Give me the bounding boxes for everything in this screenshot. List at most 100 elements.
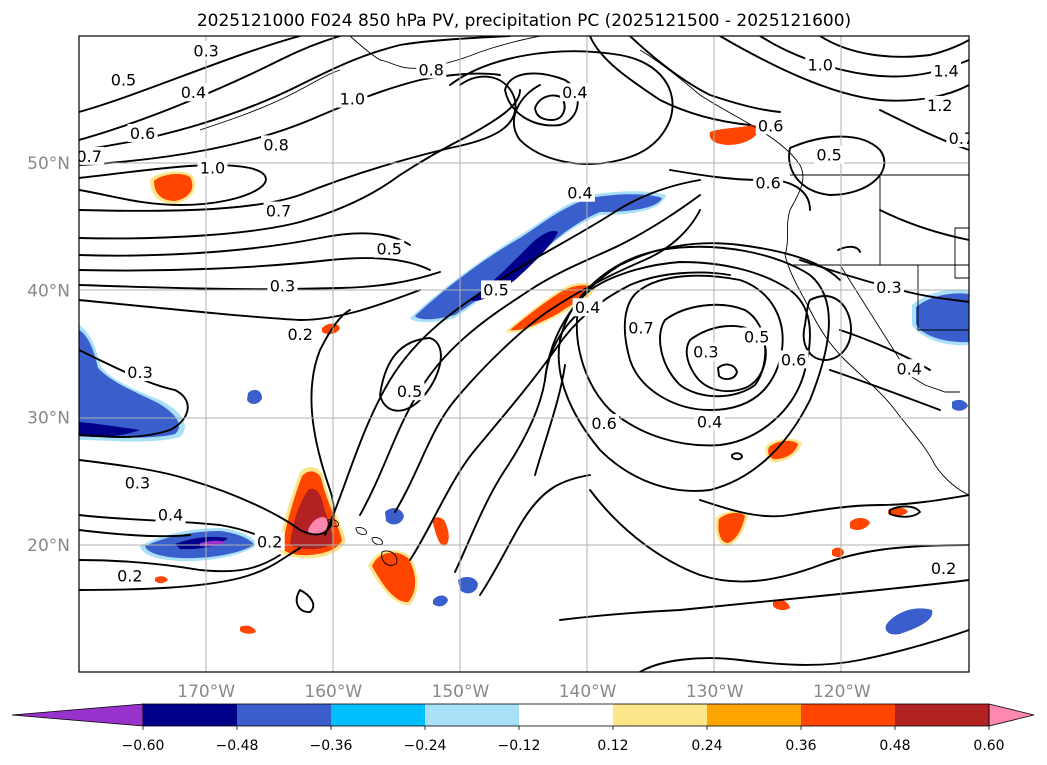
- contour-label: 0.4: [155, 505, 186, 525]
- lon-tick-label: 130°W: [686, 682, 744, 702]
- colorbar-bin: [895, 704, 990, 726]
- contour-label: 0.8: [261, 135, 292, 154]
- precip-pos-small-4: [850, 517, 870, 531]
- contour-label-text: 0.4: [158, 506, 183, 525]
- contour-label-text: 1.0: [808, 55, 833, 74]
- contour-label: 0.5: [394, 382, 425, 401]
- colorbar-frame: [142, 703, 990, 727]
- precip-neg-small-3: [247, 389, 262, 404]
- precip-pos-s-hawaii: [372, 552, 416, 603]
- contour-label: 0.6: [753, 173, 784, 193]
- colorbar-extend-low: [11, 703, 144, 727]
- contour-label-text: 0.7: [628, 319, 653, 338]
- contour-label-bg: [481, 280, 512, 299]
- contour-label-text: 1.2: [927, 96, 952, 115]
- contour-label-text: 0.5: [483, 280, 508, 299]
- contour-line: [479, 474, 591, 596]
- contour-line: [589, 36, 751, 126]
- contour-label-bg: [267, 276, 298, 295]
- contour-label-bg: [814, 145, 845, 164]
- contour-label: 0.4: [559, 83, 590, 102]
- colorbar-bin: [613, 704, 708, 726]
- contour-line: [379, 337, 442, 412]
- contour-label-bg: [197, 158, 228, 177]
- contour-line: [534, 94, 566, 121]
- contour-label-bg: [572, 298, 603, 317]
- contour-label-text: 0.8: [418, 60, 443, 79]
- precip-neg-small-6: [952, 399, 968, 411]
- contour-label-text: 0.5: [816, 146, 841, 165]
- contour-label-bg: [79, 146, 105, 165]
- contour-line: [639, 629, 969, 672]
- colorbar-tick-label: −0.12: [498, 738, 541, 754]
- contour-label: 0.5: [374, 239, 405, 259]
- map-frame: [78, 35, 970, 673]
- precip-pos-small-1: [432, 517, 449, 546]
- contour-line: [79, 289, 421, 321]
- contour-line: [802, 295, 852, 361]
- lat-tick-label: 40°N: [27, 281, 70, 301]
- colorbar-tick-label: −0.24: [404, 738, 447, 754]
- contour-label: 0.6: [755, 116, 786, 135]
- contour-line: [719, 36, 969, 102]
- contour-label-bg: [755, 116, 786, 135]
- contour-label: 1.0: [337, 89, 368, 109]
- colorbar-bin: [707, 704, 802, 726]
- contour-label: 1.0: [197, 158, 228, 177]
- contour-label-bg: [625, 318, 656, 337]
- contour-label: 0.2: [114, 566, 145, 586]
- contour-line: [889, 505, 921, 518]
- contour-label-text: 0.3: [876, 278, 901, 297]
- contour-label-bg: [741, 327, 772, 346]
- contour-label-text: 0.5: [744, 327, 769, 346]
- contour-label: 0.7: [79, 146, 105, 166]
- contour-line: [879, 209, 969, 241]
- precip-pos-50n: [154, 174, 193, 201]
- contour-label-bg: [374, 239, 405, 258]
- contour-label-text: 0.6: [758, 116, 783, 135]
- contour-line: [79, 36, 301, 113]
- contour-label-bg: [564, 183, 595, 202]
- contour-label-text: 0.4: [697, 413, 722, 432]
- precip-pos-ne: [709, 124, 761, 145]
- contour-line: [819, 36, 969, 58]
- gridlines: [79, 36, 969, 672]
- lon-tick-label: 160°W: [304, 682, 362, 702]
- contour-label: 0.4: [894, 359, 925, 378]
- contour-label: 0.4: [564, 183, 595, 203]
- contour-label: 0.4: [694, 412, 725, 432]
- coastline-us-west: [784, 254, 969, 496]
- contour-label-bg: [122, 473, 153, 492]
- precip-pos-small-7: [240, 625, 256, 634]
- contour-label-bg: [155, 505, 186, 524]
- colorbar-tick-label: 0.36: [785, 738, 816, 754]
- contour-label-text: 0.6: [591, 414, 616, 433]
- contour-label-text: 1.0: [200, 158, 225, 177]
- contour-label: 0.3: [690, 342, 721, 362]
- contour-line: [589, 489, 969, 583]
- precip-neg-small-4: [885, 608, 933, 635]
- precip-pos-east-1: [718, 512, 745, 543]
- colorbar-tick-label: −0.36: [310, 738, 353, 754]
- contour-line: [79, 36, 511, 151]
- precip-neg-small-2: [458, 576, 478, 594]
- lon-tick-label: 150°W: [432, 682, 490, 702]
- contour-line: [79, 89, 521, 240]
- contour-label-bg: [778, 350, 809, 369]
- contour-line: [504, 72, 579, 127]
- contour-label-bg: [337, 89, 368, 108]
- contour-label-bg: [114, 566, 145, 585]
- precip-pos-hawaii-pink: [308, 517, 328, 535]
- contour-label: 0.3: [267, 276, 298, 296]
- lat-tick-labels: 20°N 30°N 40°N 50°N: [27, 154, 70, 556]
- colorbar-tick-label: 0.24: [691, 738, 722, 754]
- contour-label-text: 0.3: [270, 277, 295, 296]
- contour-line: [79, 529, 191, 538]
- contour-label-text: 0.6: [781, 350, 806, 369]
- contour-label-text: 0.7: [266, 202, 291, 221]
- contour-labels: 0.3 0.5 0.4 0.6 0.7 1.0 0.8 1.0 0.8 0.4 1.0 1.4 1.2 0…: [79, 41, 969, 586]
- contour-label-bg: [263, 201, 294, 220]
- contour-label-bg: [894, 359, 925, 378]
- contour-label-bg: [928, 558, 959, 577]
- contour-label: 0.3: [122, 473, 153, 493]
